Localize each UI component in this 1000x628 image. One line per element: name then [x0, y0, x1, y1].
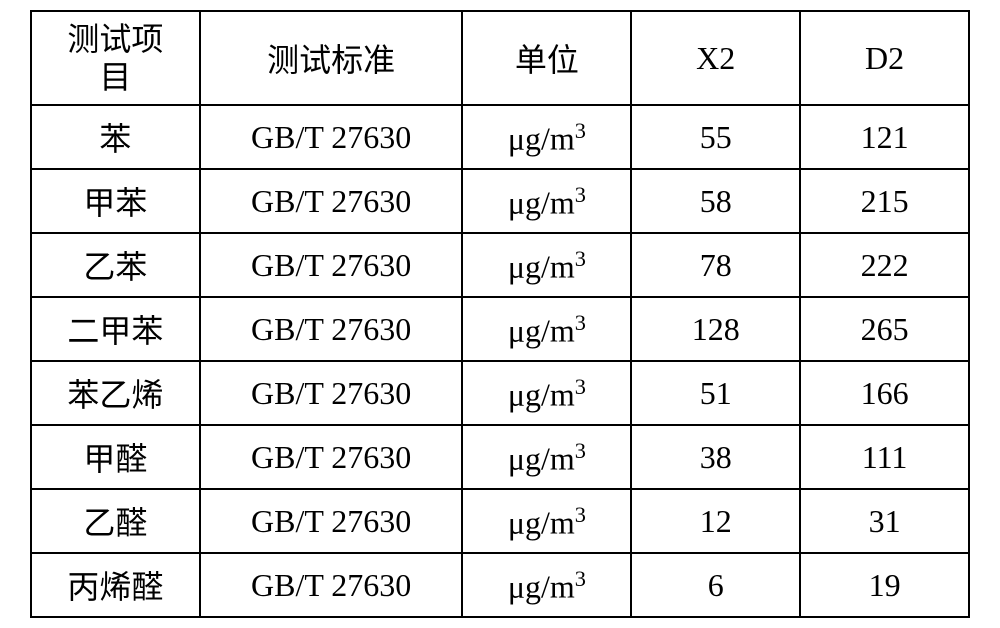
- column-header-d2: D2: [800, 11, 969, 106]
- table-row: 乙醛GB/T 27630μg/m31231: [31, 489, 969, 553]
- cell-standard: GB/T 27630: [200, 553, 463, 617]
- cell-standard: GB/T 27630: [200, 233, 463, 297]
- cell-unit: μg/m3: [462, 297, 631, 361]
- cell-item: 甲苯: [31, 169, 200, 233]
- cell-x2: 78: [631, 233, 800, 297]
- data-table-container: 测试项目 测试标准 单位 X2 D2 苯GB/T 27630μg/m355121…: [30, 10, 970, 619]
- cell-x2: 12: [631, 489, 800, 553]
- cell-standard: GB/T 27630: [200, 425, 463, 489]
- cell-standard: GB/T 27630: [200, 297, 463, 361]
- cell-x2: 38: [631, 425, 800, 489]
- table-row: 甲醛GB/T 27630μg/m338111: [31, 425, 969, 489]
- cell-d2: 31: [800, 489, 969, 553]
- cell-item: 苯乙烯: [31, 361, 200, 425]
- cell-x2: 58: [631, 169, 800, 233]
- cell-unit: μg/m3: [462, 425, 631, 489]
- cell-unit: μg/m3: [462, 233, 631, 297]
- table-header-row: 测试项目 测试标准 单位 X2 D2: [31, 11, 969, 106]
- cell-standard: GB/T 27630: [200, 489, 463, 553]
- cell-d2: 166: [800, 361, 969, 425]
- cell-d2: 265: [800, 297, 969, 361]
- cell-item: 丙烯醛: [31, 553, 200, 617]
- cell-d2: 111: [800, 425, 969, 489]
- table-row: 乙苯GB/T 27630μg/m378222: [31, 233, 969, 297]
- column-header-item: 测试项目: [31, 11, 200, 106]
- header-item-line1: 测试项目: [67, 21, 163, 95]
- table-row: 二甲苯GB/T 27630μg/m3128265: [31, 297, 969, 361]
- column-header-standard: 测试标准: [200, 11, 463, 106]
- cell-d2: 121: [800, 105, 969, 169]
- cell-standard: GB/T 27630: [200, 361, 463, 425]
- table-row: 苯乙烯GB/T 27630μg/m351166: [31, 361, 969, 425]
- cell-unit: μg/m3: [462, 553, 631, 617]
- cell-standard: GB/T 27630: [200, 105, 463, 169]
- test-results-table: 测试项目 测试标准 单位 X2 D2 苯GB/T 27630μg/m355121…: [30, 10, 970, 619]
- cell-unit: μg/m3: [462, 361, 631, 425]
- cell-d2: 19: [800, 553, 969, 617]
- cell-x2: 55: [631, 105, 800, 169]
- cell-x2: 128: [631, 297, 800, 361]
- cell-d2: 215: [800, 169, 969, 233]
- cell-item: 乙苯: [31, 233, 200, 297]
- table-row: 甲苯GB/T 27630μg/m358215: [31, 169, 969, 233]
- table-body: 苯GB/T 27630μg/m355121甲苯GB/T 27630μg/m358…: [31, 105, 969, 617]
- cell-item: 乙醛: [31, 489, 200, 553]
- column-header-unit: 单位: [462, 11, 631, 106]
- cell-item: 二甲苯: [31, 297, 200, 361]
- cell-unit: μg/m3: [462, 105, 631, 169]
- cell-x2: 51: [631, 361, 800, 425]
- cell-d2: 222: [800, 233, 969, 297]
- cell-item: 甲醛: [31, 425, 200, 489]
- cell-x2: 6: [631, 553, 800, 617]
- table-row: 苯GB/T 27630μg/m355121: [31, 105, 969, 169]
- table-row: 丙烯醛GB/T 27630μg/m3619: [31, 553, 969, 617]
- cell-item: 苯: [31, 105, 200, 169]
- cell-standard: GB/T 27630: [200, 169, 463, 233]
- cell-unit: μg/m3: [462, 489, 631, 553]
- cell-unit: μg/m3: [462, 169, 631, 233]
- column-header-x2: X2: [631, 11, 800, 106]
